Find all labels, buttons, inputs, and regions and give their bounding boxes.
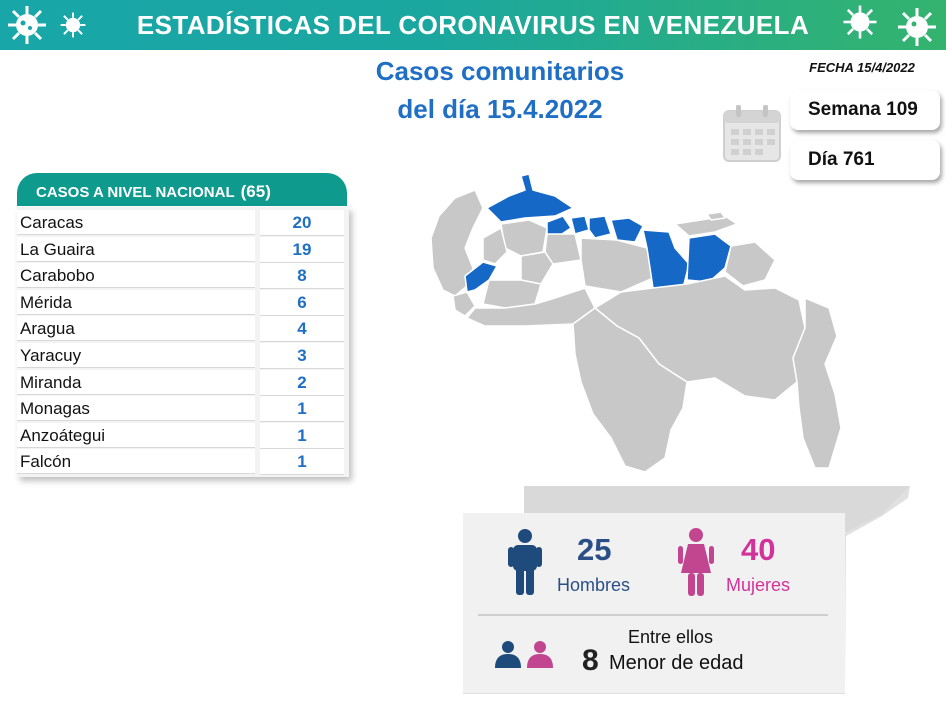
map-state-nueva-esparta <box>706 211 726 221</box>
virus-icon <box>892 4 942 50</box>
women-count: 40 <box>741 532 776 567</box>
state-name: Mérida <box>17 289 255 315</box>
table-row: La Guaira 19 <box>17 236 349 263</box>
state-cases: 1 <box>260 422 344 449</box>
map-state-delta <box>724 241 776 287</box>
table-row: Caracas 20 <box>17 210 349 236</box>
minors-intro: Entre ellos <box>628 627 714 647</box>
state-name: Falcón <box>17 449 255 475</box>
map-state-miranda <box>610 217 644 243</box>
map-state-monagas <box>686 233 732 283</box>
map-state-anzoategui <box>642 229 690 289</box>
stats-box <box>463 513 845 693</box>
map-state-tachira <box>452 291 476 317</box>
map-state-lara <box>500 219 548 257</box>
men-label: Hombres <box>557 575 631 595</box>
venezuela-map <box>425 168 855 478</box>
virus-icon <box>4 2 50 48</box>
state-name: Miranda <box>17 369 255 395</box>
table-row: Miranda 2 <box>17 369 349 396</box>
map-state-esequibo <box>792 297 842 469</box>
state-cases: 1 <box>260 396 344 423</box>
calendar-icon <box>722 103 782 168</box>
cases-table: Caracas 20 La Guaira 19 Carabobo 8 Mérid… <box>17 207 349 477</box>
table-row: Yaracuy 3 <box>17 343 349 369</box>
state-name: La Guaira <box>17 236 255 262</box>
state-cases: 2 <box>260 369 344 396</box>
week-badge: Semana 109 <box>790 90 940 130</box>
state-cases: 19 <box>260 236 344 263</box>
state-cases: 8 <box>260 263 344 290</box>
table-row: Carabobo 8 <box>17 263 349 290</box>
table-row: Monagas 1 <box>17 396 349 423</box>
divider <box>478 614 828 616</box>
subtitle-line-1: Casos comunitarios <box>375 56 625 86</box>
table-row: Anzoátegui 1 <box>17 422 349 449</box>
subtitle-line-2: del día 15.4.2022 <box>397 94 603 124</box>
table-row: Mérida 6 <box>17 289 349 316</box>
state-cases: 20 <box>260 210 344 236</box>
map-state-sucre <box>674 215 738 237</box>
table-row: Falcón 1 <box>17 449 349 476</box>
state-name: Carabobo <box>17 263 255 289</box>
woman-icon <box>677 527 715 602</box>
date-label: FECHA 15/4/2022 <box>809 60 915 75</box>
map-state-portuguesa <box>520 251 554 285</box>
state-name: Monagas <box>17 396 255 422</box>
state-name: Aragua <box>17 316 255 342</box>
table-row: Aragua 4 <box>17 316 349 343</box>
map-state-yaracuy <box>546 215 572 237</box>
virus-icon <box>840 2 880 42</box>
state-name: Yaracuy <box>17 343 255 368</box>
day-badge: Día 761 <box>790 140 940 180</box>
children-icon <box>492 640 556 675</box>
men-count: 25 <box>577 532 612 567</box>
table-header: CASOS A NIVEL NACIONAL (65) <box>17 173 347 206</box>
state-cases: 4 <box>260 316 344 343</box>
table-title: CASOS A NIVEL NACIONAL <box>36 184 235 201</box>
map-state-cojedes <box>544 233 582 265</box>
man-icon <box>507 528 543 601</box>
table-total: (65) <box>240 182 271 201</box>
state-cases: 6 <box>260 289 344 316</box>
minors-label: Menor de edad <box>609 652 744 674</box>
map-state-aragua <box>588 215 612 239</box>
state-cases: 3 <box>260 343 344 369</box>
minors-count: 8 <box>582 644 599 677</box>
page-title: ESTADÍSTICAS DEL CORONAVIRUS EN VENEZUEL… <box>136 10 810 40</box>
state-cases: 1 <box>260 449 344 476</box>
map-state-trujillo <box>482 227 508 265</box>
map-state-guarico <box>580 237 654 293</box>
map-state-amazonas <box>572 307 688 473</box>
header-banner <box>0 0 946 50</box>
state-name: Anzoátegui <box>17 422 255 448</box>
virus-icon <box>58 10 88 40</box>
women-label: Mujeres <box>726 575 791 595</box>
map-state-falcon <box>486 173 574 223</box>
state-name: Caracas <box>17 210 255 235</box>
map-state-carabobo <box>570 215 590 235</box>
